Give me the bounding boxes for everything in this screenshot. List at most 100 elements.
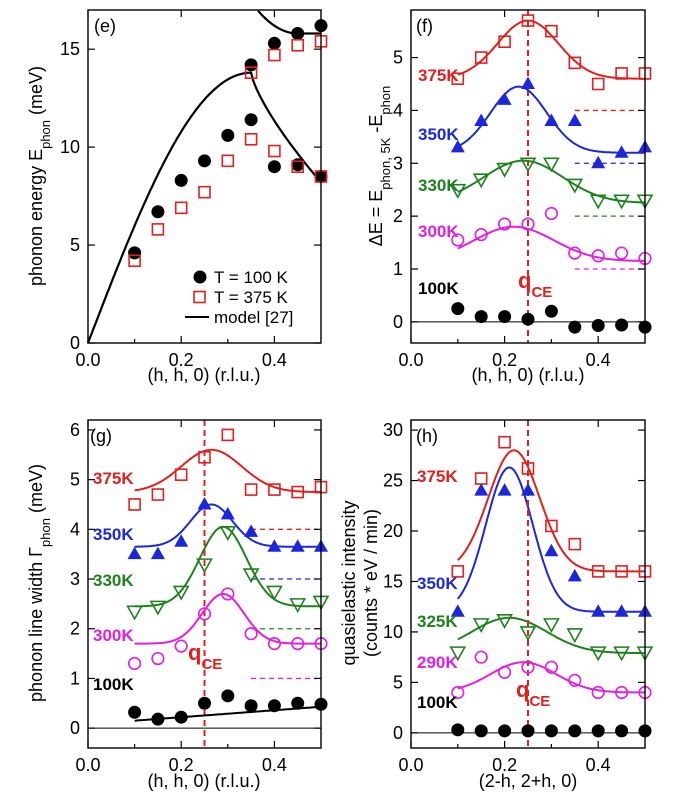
e-plot-frame [87,9,322,344]
g-data-points [126,428,330,726]
e-xtick-label: 0.4 [262,350,287,370]
g-point-350k [174,534,189,547]
h-point-325k [449,646,467,662]
f-point-300k [568,246,582,260]
h-point-325k [613,646,630,662]
e-legend-marker-375k [193,290,206,304]
g-point-350k [267,539,282,552]
g-point-300k [291,637,305,651]
e-point-t-375-k [151,223,165,236]
g-label-330k: 330K [93,571,134,590]
e-point-t-375-k [128,254,141,268]
f-point-375k [545,24,558,38]
e-point-t-375-k [244,132,258,146]
e-ytick-label: 0 [70,333,80,353]
h-point-100k [568,724,582,738]
g-point-300k [267,637,282,651]
e-y-axis-label: phonon energy Ephon (meV) [26,66,53,286]
f-xtick-label: 0.2 [492,350,517,370]
f-point-375k [474,51,488,64]
h-panel-label: (h) [416,426,438,446]
h-ytick-label: 0 [393,723,403,743]
g-fit-375k [134,448,321,493]
g-point-330k [266,585,283,601]
g-point-375k [244,483,258,496]
g-ytick-label: 1 [70,668,80,688]
e-panel-label: (e) [94,16,116,36]
f-point-375k [615,67,628,80]
f-panel-label: (f) [416,16,433,36]
g-ytick-label: 5 [70,470,80,490]
e-model-curve-lower [86,71,322,344]
g-point-100k [151,712,165,726]
f-point-300k [614,246,629,260]
h-ytick-label: 15 [383,571,403,591]
h-xtick-label: 0.2 [492,755,517,775]
h-point-375k [451,565,465,578]
f-label-350k: 350K [418,125,459,144]
g-point-330k [242,568,260,584]
h-point-290k [614,685,629,700]
f-point-300k [591,249,605,263]
e-point-t-375-k [291,160,305,174]
e-point-t-100-k [174,173,188,187]
g-label-100k: 100K [93,675,134,694]
f-y-axis-label: ΔE = Ephon, 5K -Ephon [366,86,393,247]
g-point-330k [172,585,190,601]
g-fit-300k [134,592,321,645]
g-point-300k [244,627,258,641]
g-point-350k [150,546,165,560]
h-x-axis-label: (2-h, 2+h, 0) [479,771,578,791]
f-x-axis-label: (h, h, 0) (r.l.u.) [471,365,584,385]
g-xtick-label: 0.4 [262,755,287,775]
g-point-350k [127,546,142,560]
e-point-t-375-k [268,48,281,62]
f-point-300k [498,217,512,231]
e-point-t-100-k [151,205,165,219]
h-point-350k [474,483,489,496]
h-point-350k [497,483,512,496]
h-point-100k [451,723,465,737]
f-axis-ticks: 0.0 0.2 0.4 0 1 2 3 4 5 [393,10,645,370]
e-point-t-375-k [174,201,188,215]
e-model-curves [86,10,322,344]
h-point-290k [451,685,465,700]
e-point-t-100-k [267,160,281,174]
h-point-325k [589,646,607,662]
h-point-290k [521,660,535,674]
h-point-350k [450,604,465,617]
h-point-100k [544,724,558,738]
e-point-t-375-k [198,185,211,199]
f-ytick-label: 3 [393,153,403,173]
f-point-350k [450,139,465,153]
h-point-375k [521,462,535,475]
h-point-350k [614,604,629,617]
g-fit-curves [134,448,322,722]
e-point-t-100-k [291,158,305,172]
e-point-t-100-k [221,128,235,142]
panel-e: 0.0 0.2 0.4 0 5 10 15 (e) (h, h, 0) (r.l.u.) p… [26,9,328,385]
g-point-375k [151,488,165,501]
h-ytick-label: 30 [383,420,403,440]
f-point-350k [567,113,582,126]
e-point-t-100-k [198,154,211,168]
f-xtick-label: 0.4 [586,350,611,370]
g-point-300k [128,656,142,671]
g-point-300k [221,587,235,601]
f-ytick-label: 2 [393,206,403,226]
g-label-300k: 300K [93,626,134,645]
h-axis-ticks: 0.0 0.2 0.4 0 5 10 15 20 25 30 [383,420,645,775]
f-plot-frame [410,9,646,344]
f-point-100k [591,319,605,333]
g-point-300k [174,639,188,653]
f-label-100k: 100K [418,279,459,298]
g-panel-label: (g) [90,426,112,446]
h-point-290k [544,660,559,674]
h-y-axis-label-line2: (counts * eV / min) [361,509,381,657]
g-ytick-label: 3 [70,569,80,589]
g-point-375k [128,498,141,511]
h-point-290k [474,650,488,664]
h-ytick-label: 5 [393,672,403,692]
e-legend: T = 100 K T = 375 K model [27] [185,268,293,327]
